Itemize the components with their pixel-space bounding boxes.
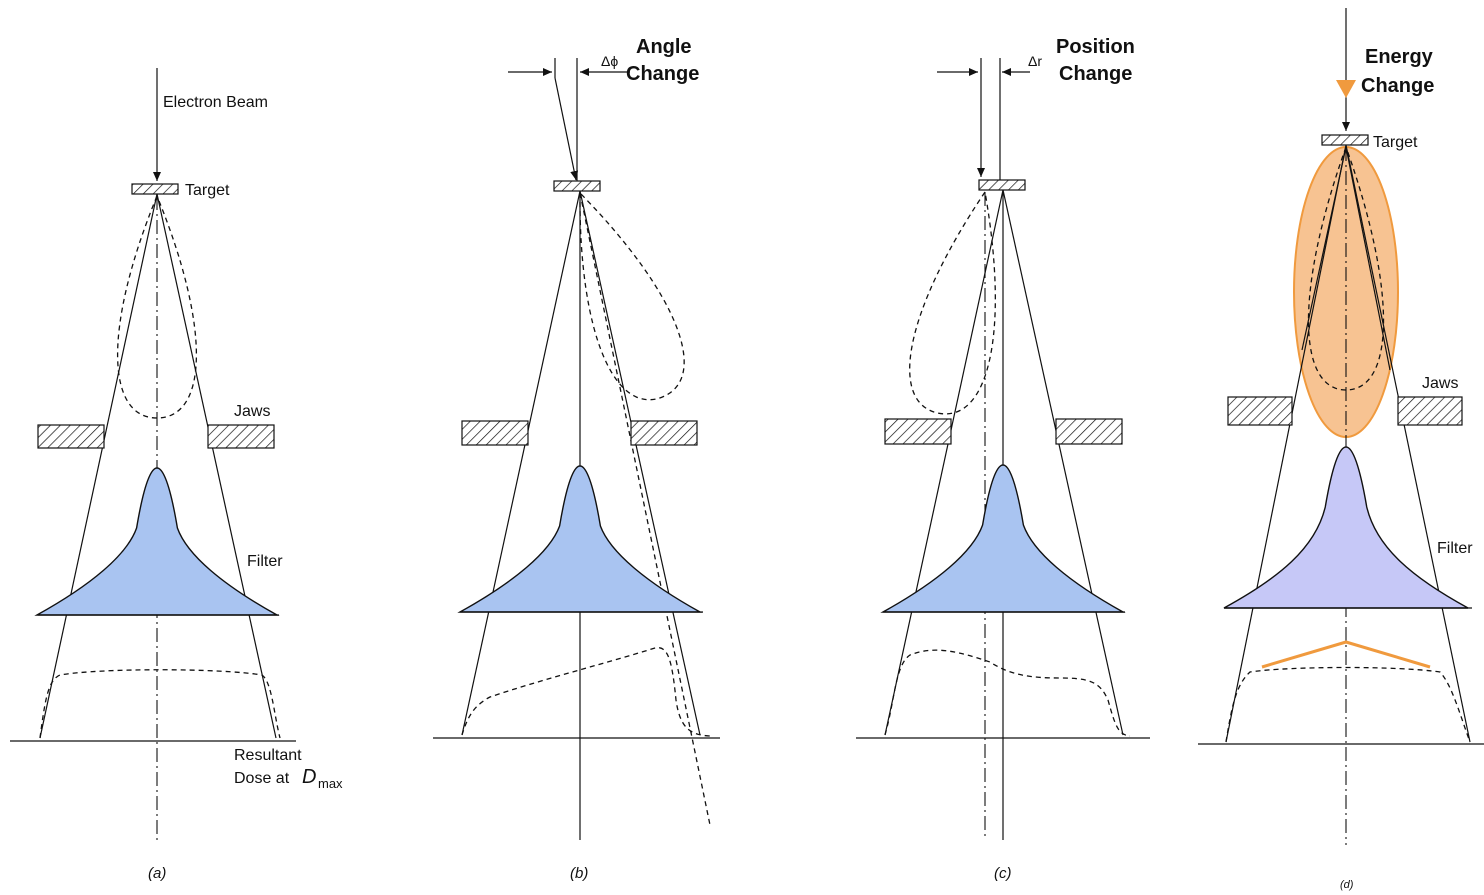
delta: Δϕ bbox=[601, 53, 618, 69]
jaw bbox=[631, 421, 697, 445]
label: Jaws bbox=[1422, 375, 1458, 392]
label: Electron Beam bbox=[163, 94, 268, 111]
shapes bbox=[10, 8, 1484, 845]
caption: (c) bbox=[994, 865, 1012, 882]
jaw bbox=[1056, 419, 1122, 444]
line bbox=[462, 191, 580, 735]
label: D bbox=[302, 766, 316, 788]
filter bbox=[460, 466, 700, 612]
diagram: Electron Beam Target Jaws Filter Resulta… bbox=[0, 0, 1484, 895]
target bbox=[1322, 135, 1368, 145]
lobe bbox=[899, 184, 1023, 421]
jaw bbox=[885, 419, 951, 444]
title: Change bbox=[1361, 75, 1434, 97]
target bbox=[554, 181, 600, 191]
jaw bbox=[38, 425, 104, 448]
caption: (b) bbox=[570, 865, 588, 882]
jaw bbox=[208, 425, 274, 448]
filter bbox=[1224, 447, 1468, 608]
profile bbox=[1226, 668, 1470, 743]
line bbox=[580, 191, 700, 735]
line bbox=[1003, 190, 1123, 735]
label: Dose at bbox=[234, 770, 290, 787]
target bbox=[979, 180, 1025, 190]
line bbox=[40, 194, 157, 738]
label: Target bbox=[1373, 134, 1418, 151]
line bbox=[1346, 145, 1470, 742]
line bbox=[157, 194, 276, 738]
label: Jaws bbox=[234, 403, 270, 420]
profile bbox=[40, 670, 280, 738]
title: Angle bbox=[636, 36, 692, 58]
title: Energy bbox=[1365, 46, 1434, 68]
caption: (d) bbox=[1340, 879, 1354, 891]
profile bbox=[462, 648, 710, 736]
jaw bbox=[462, 421, 528, 445]
title: Position bbox=[1056, 36, 1135, 58]
label: max bbox=[318, 776, 343, 791]
label: Filter bbox=[1437, 540, 1473, 557]
label: Filter bbox=[247, 553, 283, 570]
line bbox=[555, 78, 576, 180]
title: Change bbox=[626, 63, 699, 85]
line bbox=[1226, 145, 1346, 742]
label: Resultant bbox=[234, 747, 302, 764]
title: Change bbox=[1059, 63, 1132, 85]
jaw bbox=[1398, 397, 1462, 425]
filter bbox=[37, 468, 277, 615]
delta: Δr bbox=[1028, 53, 1042, 69]
jaw bbox=[1228, 397, 1292, 425]
profile bbox=[885, 650, 1130, 736]
filter bbox=[883, 465, 1123, 612]
target bbox=[132, 184, 178, 194]
caption: (a) bbox=[148, 865, 166, 882]
label: Target bbox=[185, 182, 230, 199]
